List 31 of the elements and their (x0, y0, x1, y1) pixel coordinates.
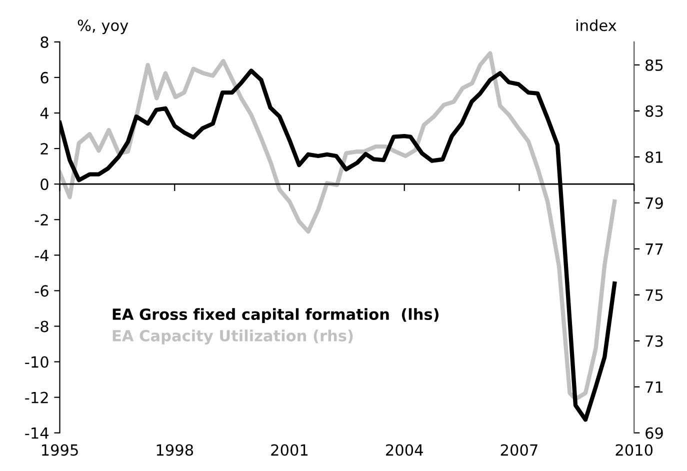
y-tick-label: -4 (34, 250, 48, 261)
y-tick-label: 2 (40, 143, 48, 154)
y2-tick-label: 69 (646, 427, 663, 439)
text: EA Capacity Utilization (rhs) (112, 330, 353, 345)
x-tick-label: 1998 (156, 444, 194, 456)
y-tick-label: 8 (40, 36, 48, 48)
y2-tick-label: 71 (646, 382, 663, 393)
x-tick-label: 1995 (42, 444, 78, 456)
x-tick-label: 2004 (386, 444, 423, 456)
y-tick-label: -2 (34, 214, 48, 226)
x-tick-label: 2007 (500, 444, 538, 456)
x-tick-label: 2001 (271, 444, 308, 456)
y-axis-title: %, yoy (78, 20, 128, 34)
x-tick-label: 2010 (616, 444, 653, 456)
y2-tick-label: 77 (646, 244, 663, 255)
text: EA Gross fixed capital formation (lhs) (112, 308, 438, 323)
y2-tick-label: 73 (646, 335, 663, 347)
y2-tick-label: 79 (646, 197, 663, 209)
y-tick-label: 0 (40, 178, 48, 190)
y2-axis-title: index (576, 19, 616, 32)
y-tick-label: -10 (25, 356, 48, 368)
y-tick-label: -14 (25, 428, 48, 439)
y-tick-label: 6 (40, 72, 48, 84)
y-tick-label: -6 (34, 285, 48, 297)
y2-tick-label: 75 (646, 290, 663, 301)
y-tick-label: 4 (40, 108, 48, 119)
y2-tick-label: 81 (646, 151, 663, 163)
y2-tick-label: 85 (646, 59, 663, 71)
y2-tick-label: 83 (646, 105, 663, 117)
y-tick-label: -8 (34, 320, 48, 332)
y-tick-label: -12 (25, 392, 48, 404)
